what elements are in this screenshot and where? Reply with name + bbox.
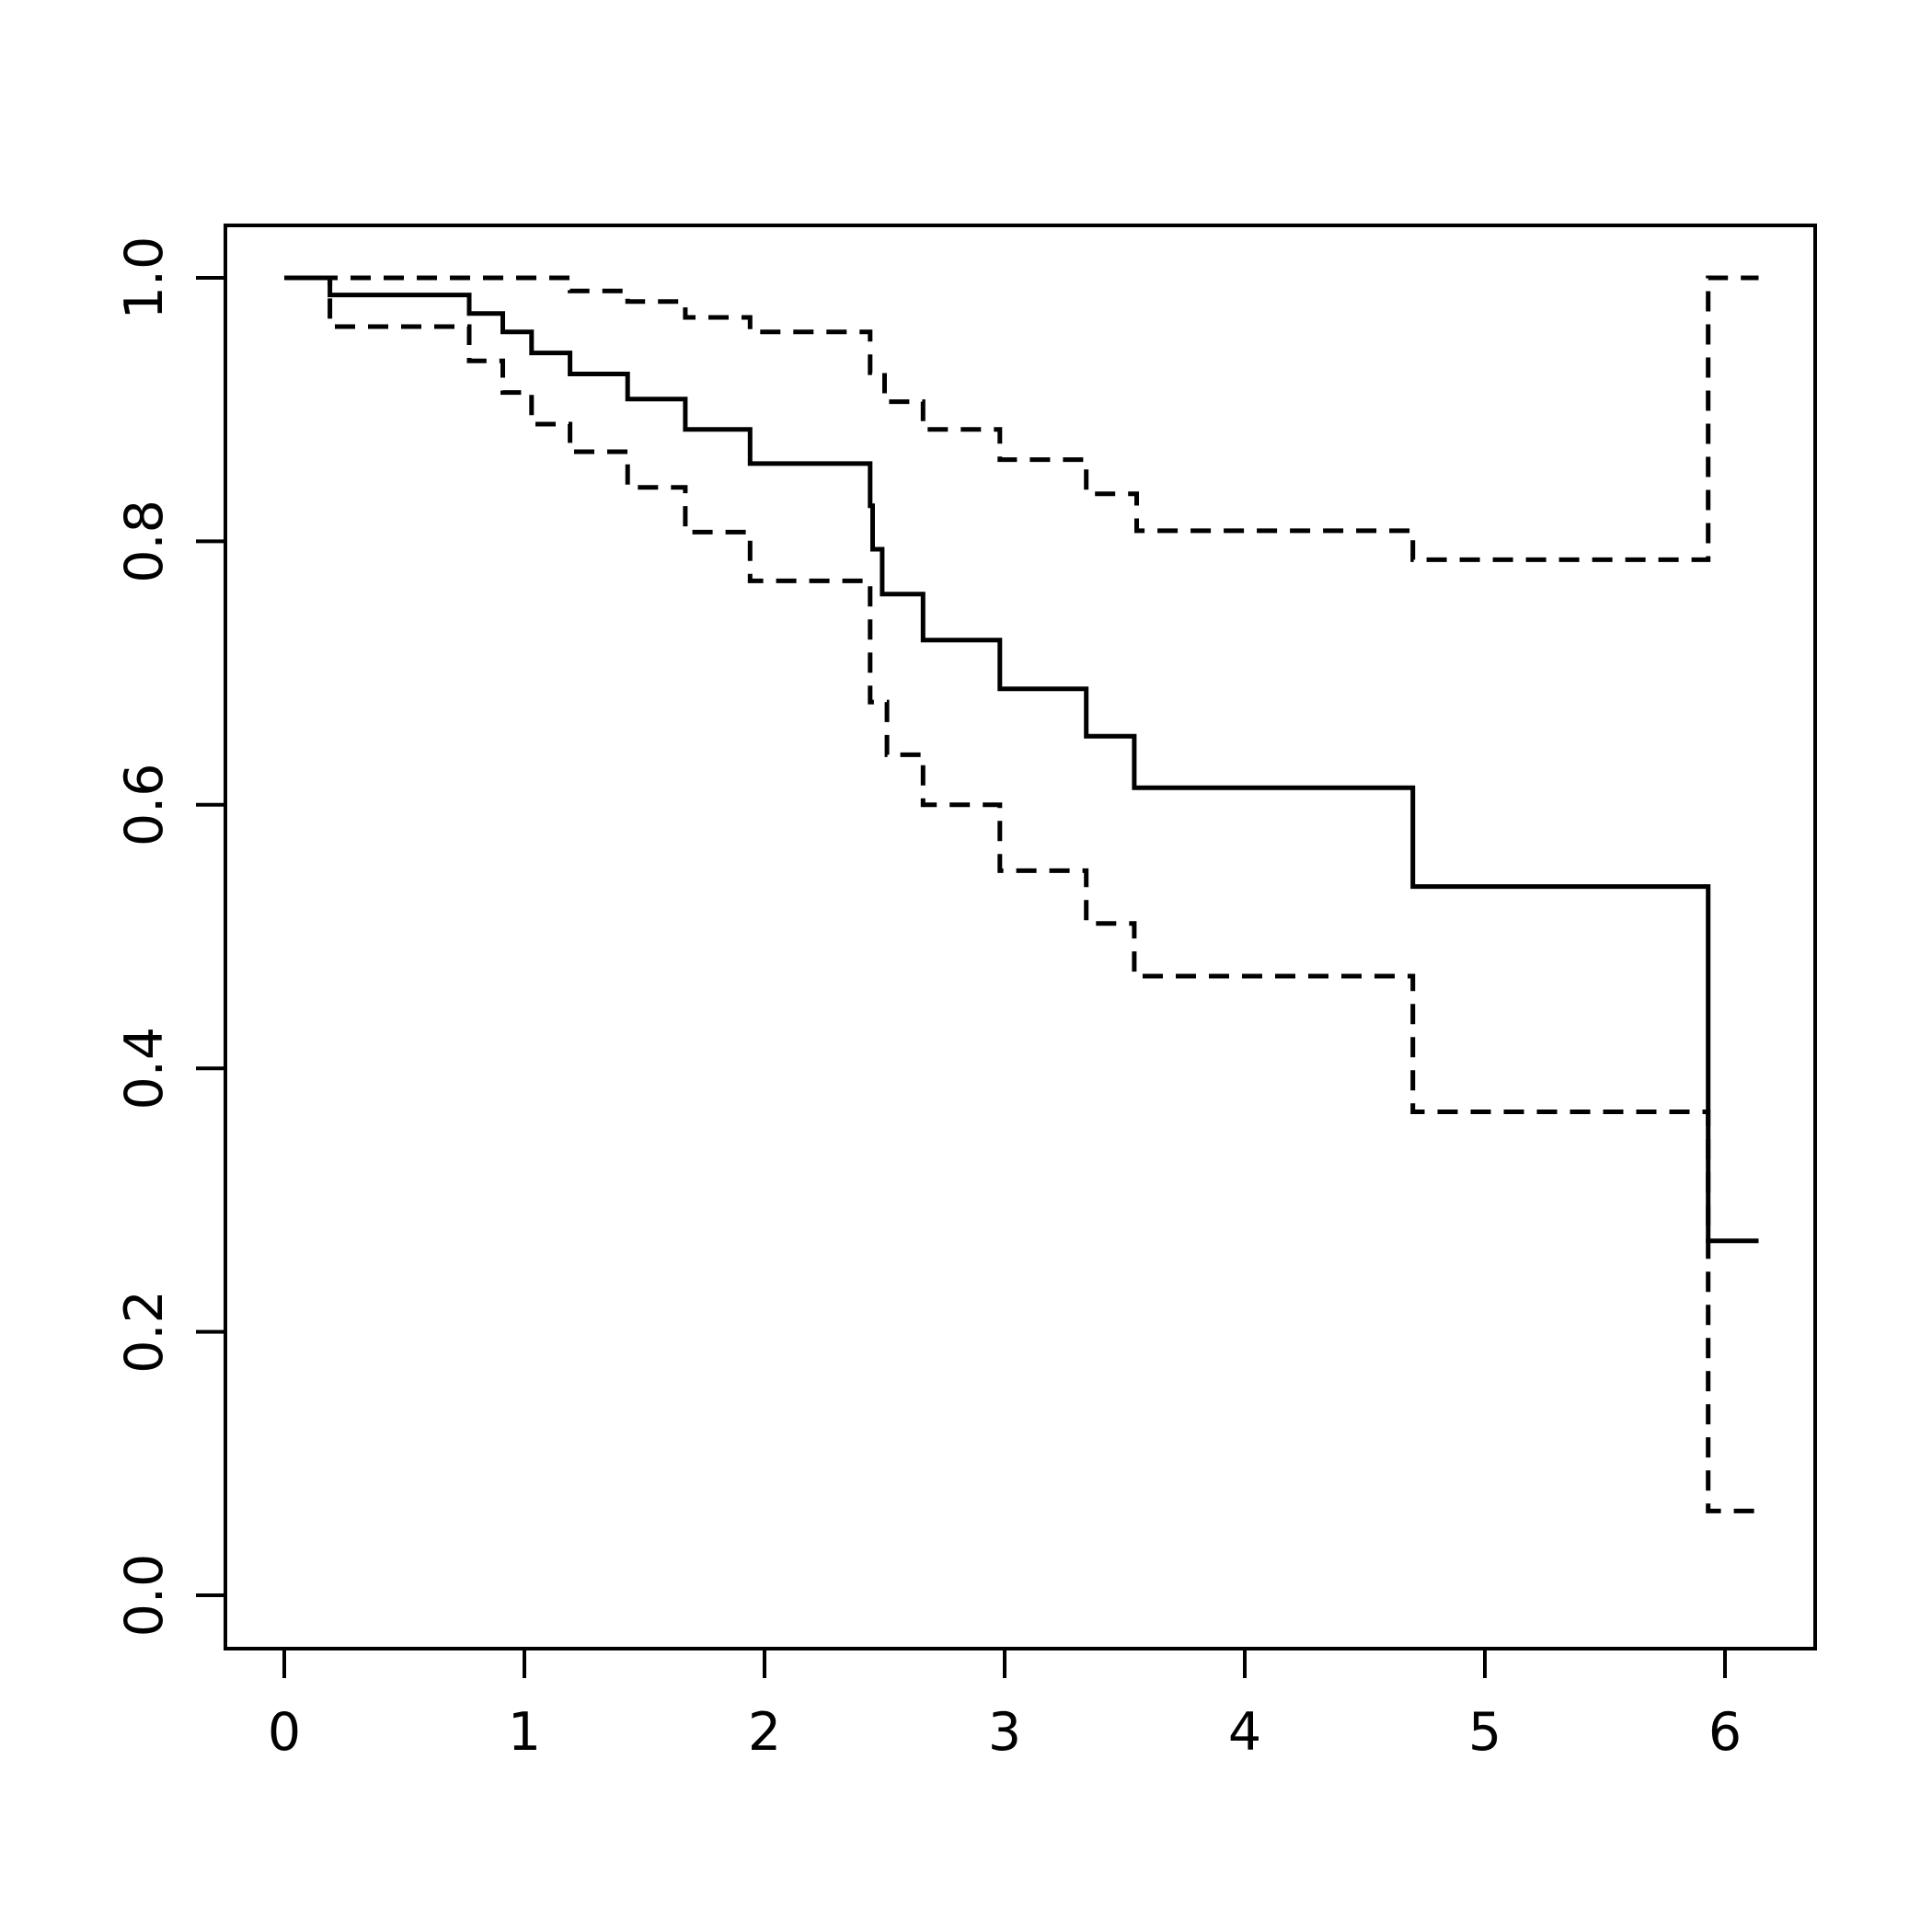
x-axis-ticks xyxy=(282,1649,1727,1678)
y-tick-label-0.8: 0.8 xyxy=(114,500,175,583)
y-tick-label-0.4: 0.4 xyxy=(114,1027,175,1110)
y-tick-label-0.0: 0.0 xyxy=(114,1554,175,1638)
x-tick-label-2: 2 xyxy=(748,1702,781,1763)
y-tick-label-0.6: 0.6 xyxy=(114,763,175,846)
x-tick-label-1: 1 xyxy=(508,1702,541,1763)
x-tick-label-0: 0 xyxy=(268,1702,301,1763)
x-tick-label-6: 6 xyxy=(1708,1702,1742,1763)
upper-95ci-band-dashed-curve xyxy=(284,275,1759,562)
x-tick-label-5: 5 xyxy=(1468,1702,1501,1763)
y-tick-label-0.2: 0.2 xyxy=(114,1290,175,1374)
plot-box xyxy=(224,224,1817,1650)
plot-box-border xyxy=(224,224,1817,1650)
survival-estimate-solid-curve xyxy=(284,275,1759,1244)
y-axis-ticks xyxy=(196,276,225,1597)
x-tick-label-4: 4 xyxy=(1228,1702,1261,1763)
y-tick-label-1.0: 1.0 xyxy=(114,236,175,320)
survival-curves xyxy=(284,275,1759,1513)
x-axis-tick-labels: 0 1 2 3 4 5 6 xyxy=(268,1702,1742,1763)
y-axis-tick-labels: 0.0 0.2 0.4 0.6 0.8 1.0 xyxy=(114,236,175,1638)
lower-95ci-band-dashed-curve xyxy=(284,275,1759,1513)
x-tick-label-3: 3 xyxy=(988,1702,1021,1763)
